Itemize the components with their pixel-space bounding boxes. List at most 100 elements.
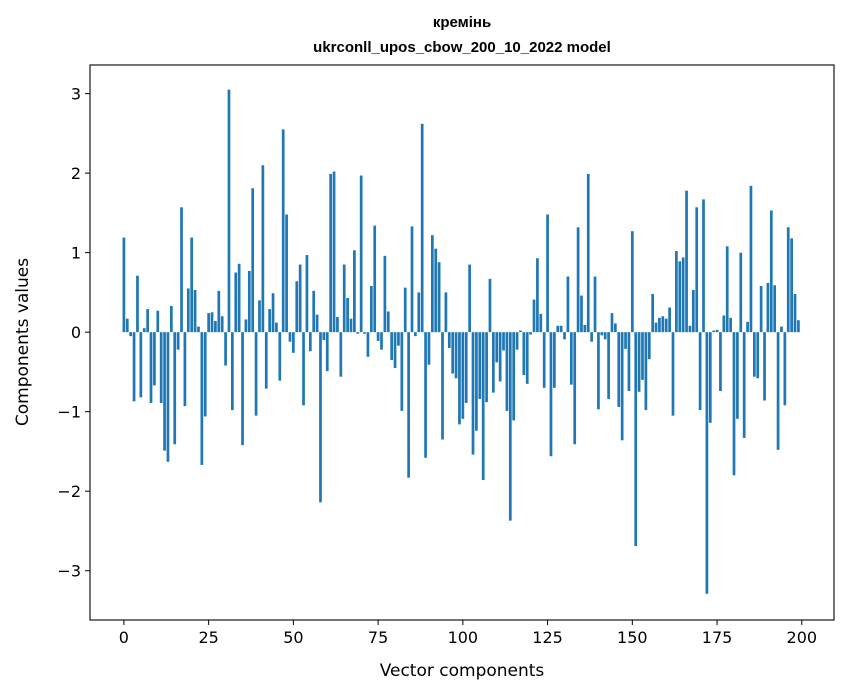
bar: [376, 332, 380, 341]
bar: [556, 325, 560, 333]
bar: [525, 332, 529, 384]
bar: [488, 278, 492, 333]
bar: [553, 332, 556, 388]
bar: [193, 290, 197, 333]
bar: [732, 332, 736, 476]
bar: [708, 332, 712, 423]
bar: [752, 332, 756, 377]
bar: [397, 332, 400, 346]
bar: [576, 227, 580, 333]
bar: [563, 332, 566, 340]
bar: [349, 318, 353, 333]
bar: [624, 332, 627, 349]
bar: [237, 263, 241, 333]
bar: [153, 332, 156, 386]
bar: [508, 332, 512, 521]
bar: [746, 321, 749, 333]
bar: [305, 255, 309, 333]
bar: [447, 332, 451, 349]
bar: [247, 270, 251, 333]
bar: [583, 325, 587, 333]
bar: [220, 316, 224, 333]
bar: [227, 89, 231, 333]
bar: [797, 320, 800, 333]
bar: [468, 264, 471, 333]
bar: [261, 165, 265, 333]
bar: [559, 325, 563, 333]
bar: [691, 290, 695, 333]
bar: [369, 286, 373, 333]
x-tick-label: 200: [787, 628, 818, 647]
bar: [173, 332, 177, 445]
bar: [492, 332, 495, 393]
bar: [573, 332, 577, 445]
bar: [281, 129, 285, 333]
bar: [644, 332, 648, 411]
bar: [278, 332, 282, 381]
bar: [722, 315, 726, 333]
x-tick-label: 25: [198, 628, 218, 647]
bar: [522, 332, 526, 376]
bar: [569, 332, 573, 385]
bar: [536, 258, 539, 333]
bar: [651, 294, 655, 333]
bar: [346, 297, 349, 333]
bar: [224, 332, 227, 366]
bar: [244, 319, 248, 333]
bar: [617, 332, 621, 407]
bar: [454, 332, 458, 379]
bar: [725, 246, 729, 333]
chart-subtitle: ukrconll_upos_cbow_200_10_2022 model: [313, 39, 611, 56]
bar: [607, 332, 610, 399]
bar: [298, 264, 302, 333]
bar: [288, 332, 292, 342]
bar: [715, 329, 719, 333]
bar: [627, 332, 631, 391]
y-tick-label: −2: [57, 482, 81, 501]
bar: [783, 332, 787, 406]
bar: [441, 332, 444, 440]
y-tick-label: −1: [57, 403, 81, 422]
bar: [353, 250, 356, 333]
bar: [383, 255, 387, 333]
bar: [214, 321, 217, 333]
bar: [386, 311, 390, 333]
bar: [200, 332, 204, 465]
bar: [675, 251, 678, 333]
bar: [478, 332, 482, 399]
bar: [695, 207, 699, 333]
bar: [759, 286, 763, 333]
bar: [166, 332, 170, 462]
bar: [336, 317, 339, 333]
bar: [614, 323, 617, 333]
bar: [780, 326, 783, 333]
bar: [498, 332, 502, 382]
y-tick-label: 0: [71, 323, 81, 342]
bar: [681, 257, 685, 333]
bar: [325, 332, 329, 372]
bar: [295, 281, 299, 333]
bar: [647, 332, 651, 360]
bar: [149, 332, 153, 403]
bar: [729, 317, 732, 333]
bar: [688, 325, 692, 333]
bar: [308, 332, 312, 352]
bar: [512, 332, 516, 421]
bar: [132, 332, 136, 402]
bar: [776, 332, 780, 450]
bar: [359, 175, 363, 333]
y-tick-label: 2: [71, 164, 81, 183]
bar: [739, 252, 743, 333]
bar: [264, 332, 268, 389]
bar: [766, 282, 770, 333]
bar: [271, 293, 275, 333]
x-tick-label: 175: [702, 628, 733, 647]
bar: [702, 199, 705, 333]
bar: [414, 332, 417, 337]
x-tick-label: 75: [368, 628, 388, 647]
bar: [407, 332, 410, 478]
bar: [366, 332, 370, 357]
bar: [464, 332, 468, 403]
bar: [207, 313, 210, 333]
